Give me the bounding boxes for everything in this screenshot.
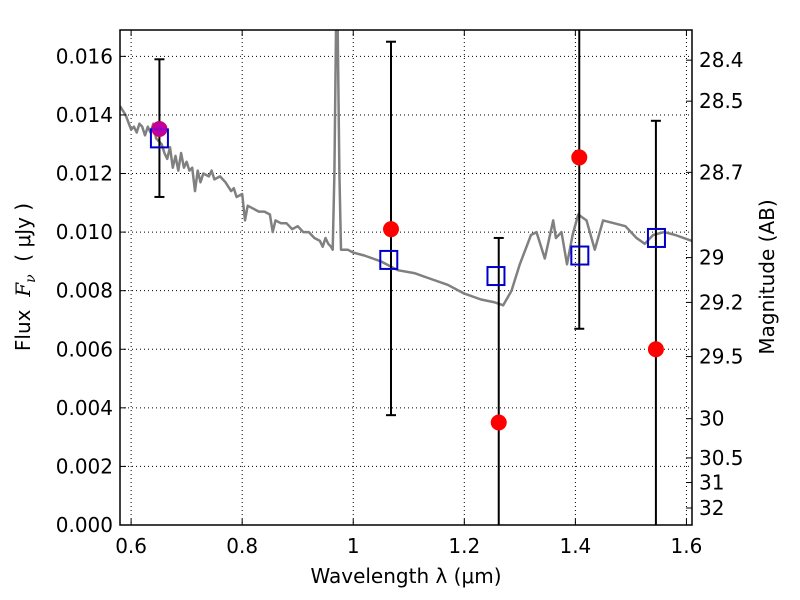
x-tick-label: 1.4 [559,534,591,558]
y2-tick-label: 30.5 [699,446,744,470]
sed-model-line [120,30,692,307]
y2-tick-label: 29.2 [699,290,744,314]
x-tick-label: 0.8 [226,534,258,558]
y2-axis-label: Magnitude (AB) [755,199,779,354]
y-tick-label: 0.014 [56,103,113,127]
grid [120,30,692,525]
y-tick-label: 0.002 [56,454,113,478]
x-axis-label: Wavelength λ (μm) [310,564,501,588]
y2-tick-label: 28.7 [699,160,744,184]
plot-frame [119,29,693,526]
x-tick-label: 1 [347,534,360,558]
y-tick-label: 0.012 [56,162,113,186]
y-axis-label: Flux Fν ( μJy ) [11,203,39,351]
y-tick-label: 0.010 [56,220,113,244]
observed-flux-point [490,414,507,431]
overlap-point [151,121,167,137]
y2-tick-label: 30 [699,407,724,431]
markers [149,30,666,525]
observed-flux-point [571,149,588,166]
y2-tick-label: 29.5 [699,345,744,369]
y2-tick-label: 28.4 [699,48,744,72]
observed-flux-point [647,341,664,358]
model-photometry-square [379,249,399,270]
y-tick-label: 0.000 [56,513,113,537]
y-tick-label: 0.006 [56,337,113,361]
y2-tick-label: 29 [699,246,724,270]
y2-tick-label: 32 [699,496,724,520]
y-tick-label: 0.008 [56,279,113,303]
plot-area [120,30,692,307]
x-tick-label: 0.6 [115,534,147,558]
model-photometry-square [646,227,666,248]
x-tick-label: 1.6 [671,534,703,558]
model-photometry-square [486,266,506,287]
y-tick-label: 0.004 [56,396,113,420]
observed-flux-point [383,221,400,238]
axes-ticks: 0.6 0.8 1 1.2 1.4 1.6 0.000 0.002 0.004 0.006 0.00… [56,30,744,558]
y2-tick-label: 31 [699,471,724,495]
x-tick-label: 1.2 [448,534,480,558]
y2-tick-label: 28.5 [699,89,744,113]
y-tick-label: 0.016 [56,44,113,68]
model-photometry-square [570,245,590,266]
